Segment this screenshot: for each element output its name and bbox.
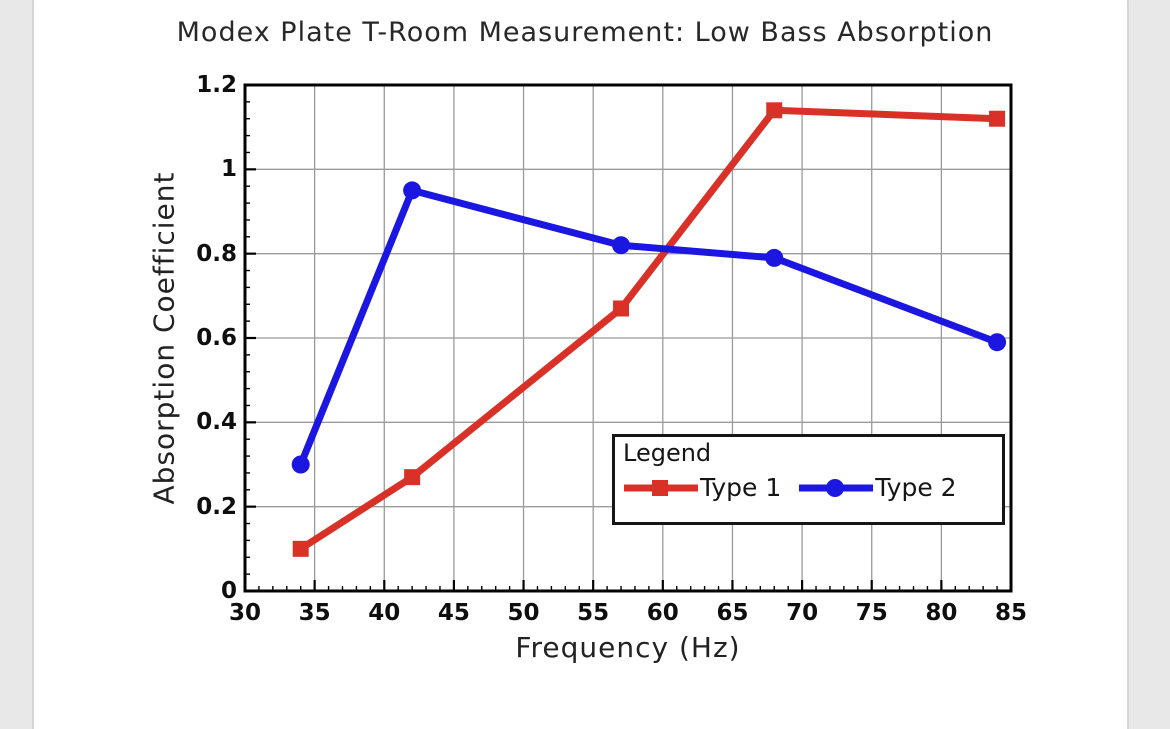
legend-title: Legend: [623, 439, 712, 467]
chart-title: Modex Plate T-Room Measurement: Low Bass…: [176, 17, 994, 48]
legend-row: Type 1 Type 2: [615, 473, 1002, 502]
type-2-marker-swatch-icon: [797, 475, 875, 501]
content-card: [32, 0, 1129, 729]
legend-label-type-1: Type 1: [700, 473, 782, 502]
type-1-marker-swatch-icon: [622, 475, 700, 501]
x-axis-title: Frequency (Hz): [515, 631, 741, 664]
legend-box: Legend Type 1 Type 2: [612, 434, 1005, 525]
legend-label-type-2: Type 2: [875, 473, 957, 502]
y-axis-title: Absorption Coefficient: [147, 171, 181, 505]
